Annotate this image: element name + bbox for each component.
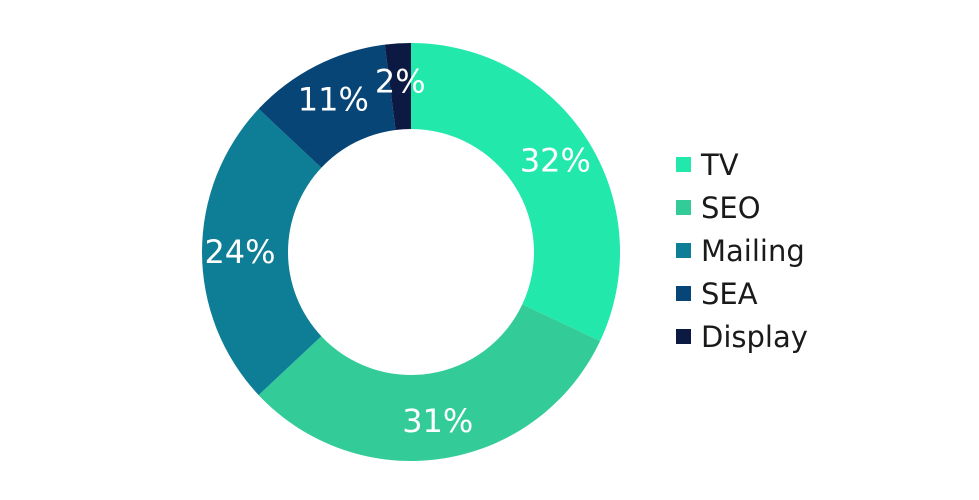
slice-label-seo: 31% bbox=[402, 402, 473, 440]
legend-label: Display bbox=[701, 319, 808, 354]
legend-label: Mailing bbox=[701, 233, 805, 268]
legend-swatch bbox=[676, 286, 691, 301]
legend-swatch bbox=[676, 200, 691, 215]
legend-item-tv: TV bbox=[676, 143, 808, 186]
legend-item-mailing: Mailing bbox=[676, 229, 808, 272]
legend-label: SEA bbox=[701, 276, 758, 311]
legend-swatch bbox=[676, 243, 691, 258]
legend-item-display: Display bbox=[676, 315, 808, 358]
slice-label-sea: 11% bbox=[298, 81, 369, 119]
legend-swatch bbox=[676, 157, 691, 172]
slice-seo bbox=[258, 304, 601, 461]
legend-label: SEO bbox=[701, 190, 761, 225]
legend-swatch bbox=[676, 329, 691, 344]
slice-tv bbox=[411, 43, 620, 341]
legend-label: TV bbox=[701, 147, 739, 182]
legend: TV SEO Mailing SEA Display bbox=[676, 143, 808, 358]
slice-mailing bbox=[201, 108, 322, 396]
donut-slices bbox=[201, 43, 620, 461]
slice-display bbox=[384, 43, 411, 130]
legend-item-sea: SEA bbox=[676, 272, 808, 315]
slice-label-mailing: 24% bbox=[204, 233, 275, 271]
legend-item-seo: SEO bbox=[676, 186, 808, 229]
slice-labels: 32% 31% 24% 11% 2% bbox=[204, 62, 591, 440]
slice-label-tv: 32% bbox=[520, 141, 591, 179]
slice-sea bbox=[258, 44, 396, 168]
slice-label-display: 2% bbox=[375, 62, 426, 100]
